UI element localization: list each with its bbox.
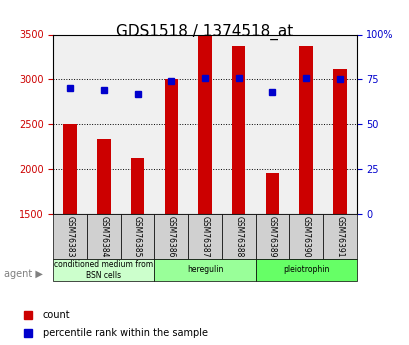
FancyBboxPatch shape [53,214,87,259]
Text: pleiotrophin: pleiotrophin [282,265,328,275]
Text: GSM76391: GSM76391 [335,216,344,258]
Text: heregulin: heregulin [187,265,222,275]
FancyBboxPatch shape [255,214,289,259]
Text: GSM76387: GSM76387 [200,216,209,258]
Text: GDS1518 / 1374518_at: GDS1518 / 1374518_at [116,24,293,40]
Bar [332,69,346,214]
Bar [130,158,144,214]
Text: GSM76390: GSM76390 [301,216,310,258]
Text: GSM76386: GSM76386 [166,216,175,258]
Text: GSM76388: GSM76388 [234,216,243,257]
Bar [231,46,245,214]
Text: count: count [43,310,70,319]
Bar [265,172,279,214]
FancyBboxPatch shape [154,214,188,259]
Bar [198,36,211,214]
FancyBboxPatch shape [188,214,221,259]
FancyBboxPatch shape [322,214,356,259]
Bar [164,79,178,214]
Text: GSM76384: GSM76384 [99,216,108,258]
Text: GSM76389: GSM76389 [267,216,276,258]
FancyBboxPatch shape [87,214,120,259]
FancyBboxPatch shape [53,259,154,281]
Text: GSM76385: GSM76385 [133,216,142,258]
Text: GSM76383: GSM76383 [65,216,74,258]
FancyBboxPatch shape [255,259,356,281]
Bar [299,46,312,214]
Text: agent ▶: agent ▶ [4,269,43,279]
FancyBboxPatch shape [289,214,322,259]
Text: conditioned medium from
BSN cells: conditioned medium from BSN cells [54,260,153,280]
Bar [97,139,110,214]
FancyBboxPatch shape [221,214,255,259]
FancyBboxPatch shape [120,214,154,259]
Bar [63,124,77,214]
FancyBboxPatch shape [154,259,255,281]
Text: percentile rank within the sample: percentile rank within the sample [43,328,207,338]
